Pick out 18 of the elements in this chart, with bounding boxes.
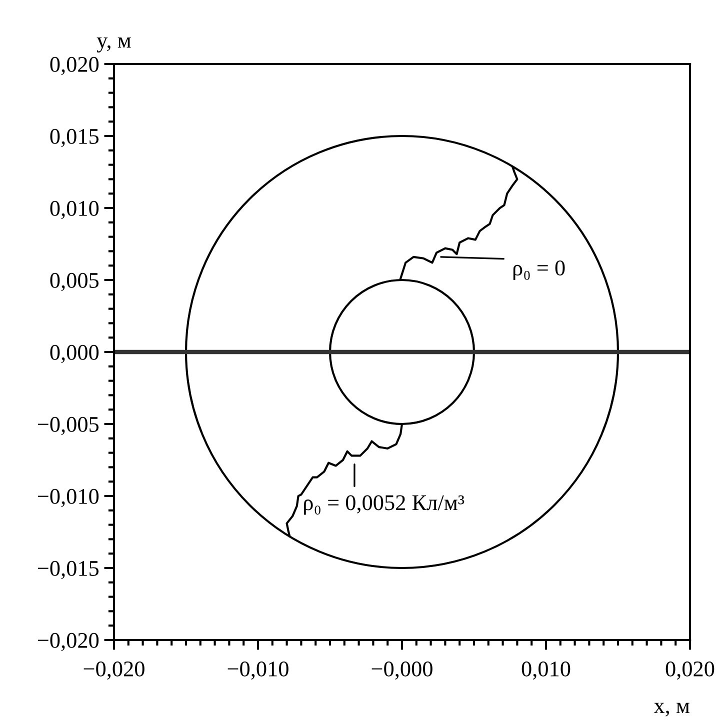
y-tick-label: 0,015 — [50, 128, 99, 148]
y-tick-label: 0,020 — [50, 56, 99, 76]
y-tick-label: −0,020 — [38, 632, 99, 652]
y-tick-label: −0,010 — [38, 488, 99, 508]
y-tick-label: −0,005 — [38, 416, 99, 436]
x-tick-label: −0,020 — [84, 661, 144, 680]
x-axis-title: x, м — [654, 702, 690, 716]
x-tick-label: 0,010 — [522, 661, 570, 680]
x-tick-label: −0,000 — [372, 661, 432, 680]
x-tick-label: 0,020 — [666, 661, 714, 680]
y-tick-label: −0,015 — [38, 560, 99, 580]
y-tick-label: 0,000 — [50, 344, 99, 364]
y-tick-label: 0,005 — [50, 272, 99, 292]
x-tick-label: −0,010 — [228, 661, 288, 680]
annotation: ρ₀ = 0,0052 Кл/м³ — [304, 495, 464, 515]
y-tick-label: 0,010 — [50, 200, 99, 220]
annotation: ρ₀ = 0 — [513, 260, 565, 280]
y-axis-title: y, м — [96, 37, 131, 52]
